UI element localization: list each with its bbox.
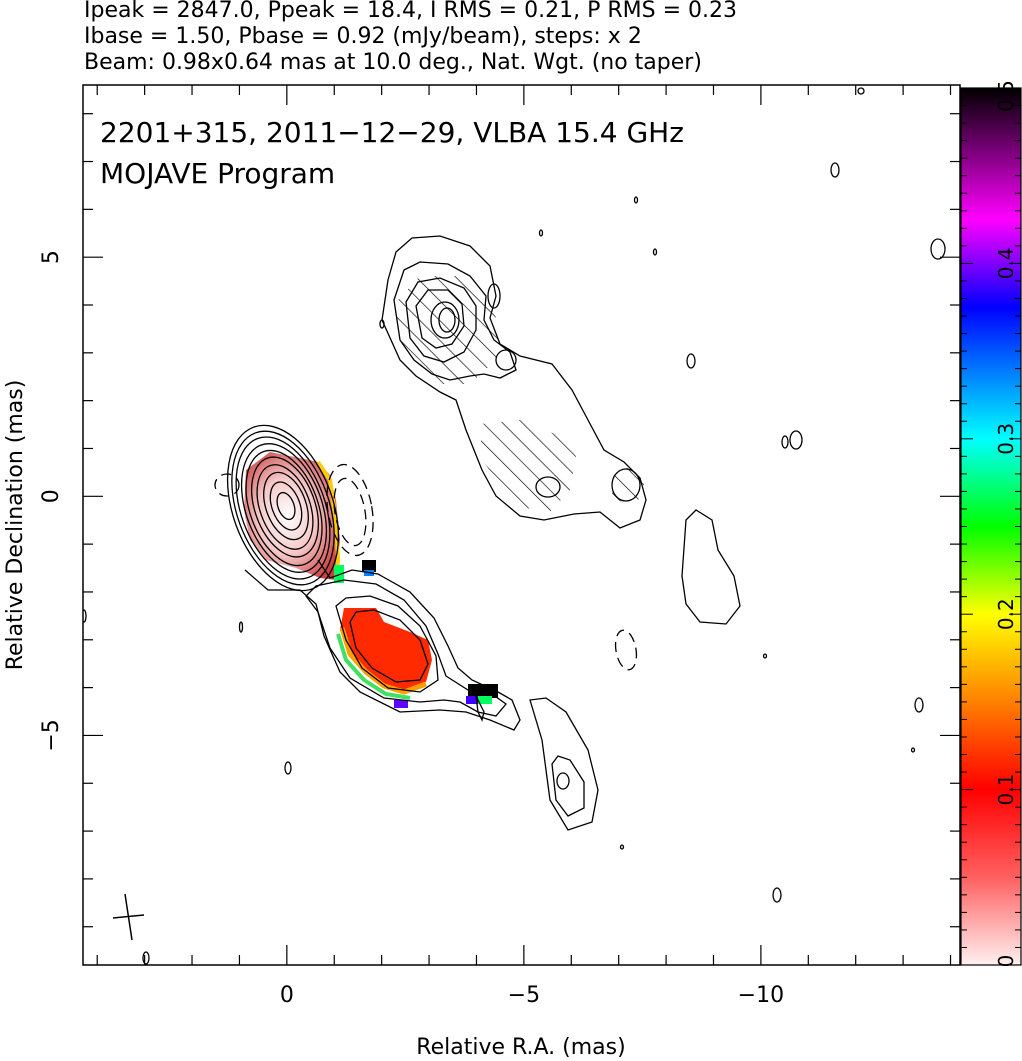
colorbar-tick-label: 0.1 [994,774,1018,806]
hatched-region-knot-b [480,420,576,514]
jet-polarization-patch [340,608,432,690]
core-contour [251,456,319,558]
noise-contour [781,435,789,449]
noise-contour [772,887,782,903]
y-axis-label: Relative Declination (mas) [3,380,28,671]
jet-contour-outer [244,559,521,731]
noise-contour [857,87,865,95]
y-ticks [83,113,960,928]
colorbar-tick-label: 0.3 [994,423,1018,455]
plot-title: 2201+315, 2011−12−29, VLBA 15.4 GHz [100,116,684,149]
noise-contour [830,162,840,178]
pol-pixel-7 [478,696,492,704]
core-contour [276,491,296,521]
jet-contour [556,772,570,790]
negative-contour [214,473,240,497]
jet-contour [305,579,507,717]
negative-contour [333,477,367,547]
jet-contours [244,559,599,831]
pol-pixel-2 [362,560,376,572]
diffuse-contour [681,509,741,625]
y-tick-label: −5 [39,719,64,751]
plot-frame [82,84,961,966]
noise-contour [83,609,87,623]
outer-jet-contour [535,476,561,498]
colorbar [961,88,1021,965]
pol-pixel-1 [334,565,344,583]
noise-contour [930,238,946,260]
x-tick-label: −10 [738,983,784,1008]
colorbar-tick-label: 0.4 [994,247,1018,279]
outer-jet-contour [487,283,501,309]
colorbar-tick-label: 0.5 [994,80,1018,112]
outer-jet-contour [611,468,641,502]
core-contours [226,424,340,592]
negative-contour [326,463,374,557]
core-contour [231,430,335,586]
core-contour [240,443,328,573]
outer-jet-contour [438,307,456,333]
noise-contour [619,844,625,850]
jet-contour [529,697,599,831]
x-tick-label: −5 [508,983,540,1008]
core-contour [235,436,331,580]
core-contour [245,449,323,567]
contour-layer [83,87,946,965]
noise-contour [914,697,924,713]
noise-contour [910,747,916,753]
beam-symbol [112,893,145,941]
jet-polarization-rim-outer [336,633,411,700]
noise-contour [762,653,768,659]
y-tick-label: 0 [39,489,64,503]
negative-contour [614,629,638,671]
y-tick-labels: 5 0 −5 [39,250,64,751]
x-ticks [96,85,952,965]
outer-jet-contour [430,301,460,339]
noise-contour [538,229,544,237]
noise-contour [633,196,639,204]
core-contour [269,481,303,531]
noise-contour [686,353,696,369]
jet-contour [349,609,429,683]
noise-contour [789,430,803,450]
x-tick-labels: 0 −5 −10 [280,983,784,1008]
noise-contour [284,761,292,775]
noise-contour [652,248,658,256]
noise-contours [83,87,946,965]
outer-jet-contour [415,289,465,349]
jet-contour [475,695,485,722]
noise-contour [142,951,150,965]
colorbar-tick-labels: 0 0.1 0.2 0.3 0.4 0.5 [994,80,1018,967]
outer-jet-contour [495,349,517,371]
core-contour [263,471,309,541]
jet-contour [335,595,439,693]
pol-pixel-5 [468,684,498,698]
noise-contour [379,319,385,329]
x-tick-label: 0 [280,983,294,1008]
noise-contour [238,621,244,633]
colorbar-tick-label: 0 [994,955,1018,968]
header-line-1: Ipeak = 2847.0, Ppeak = 18.4, I RMS = 0.… [84,0,737,23]
pol-pixel-4 [394,700,408,708]
header-line-2: Ibase = 1.50, Pbase = 0.92 (mJy/beam), s… [84,24,642,49]
outer-jet-contour [393,261,517,381]
plot-subtitle: MOJAVE Program [100,157,335,190]
x-axis-label: Relative R.A. (mas) [416,1035,625,1060]
pol-pixel-6 [466,696,478,704]
negative-contours [214,463,638,671]
y-tick-label: 5 [39,250,64,264]
colorbar-tick-label: 0.2 [994,598,1018,630]
outer-jet-contours [381,235,741,625]
outer-jet-contour [405,277,477,363]
hatched-region-knot-c [612,466,644,506]
core-contour [256,464,314,550]
jet-contour [551,755,585,817]
header-line-3: Beam: 0.98x0.64 mas at 10.0 deg., Nat. W… [84,50,702,75]
colorbar-ticks [961,87,1021,966]
